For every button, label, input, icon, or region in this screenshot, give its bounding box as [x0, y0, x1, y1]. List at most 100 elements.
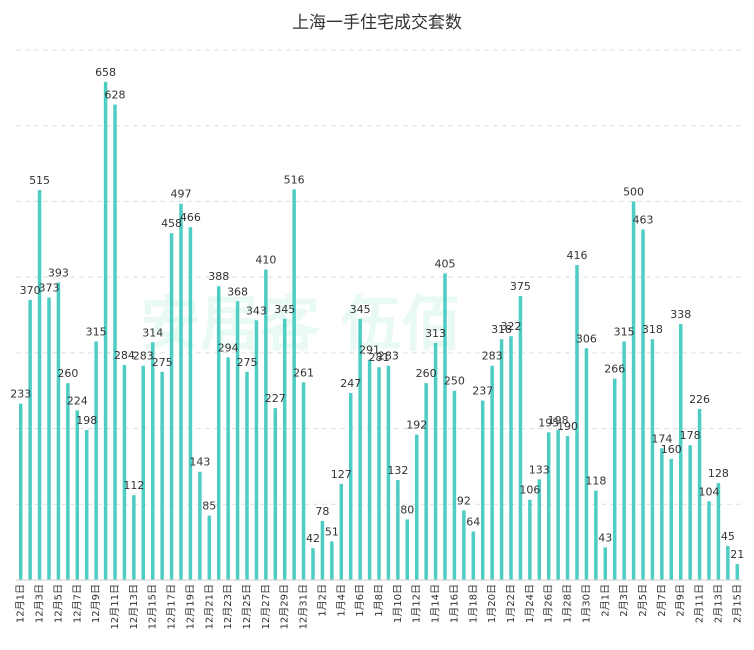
- bar: [235, 301, 240, 580]
- bar: [631, 201, 636, 580]
- bar: [216, 286, 221, 580]
- chart-title: 上海一手住宅成交套数: [292, 13, 462, 33]
- bar: [47, 297, 51, 580]
- bar: [18, 403, 23, 580]
- bar: [735, 564, 740, 580]
- data-label: 266: [604, 363, 625, 376]
- x-tick-label: 12月21日: [203, 584, 215, 629]
- data-label: 80: [400, 503, 414, 516]
- value-labels: 233 370 515 373 393 260 224 198 315 658 628 284 112 2…: [10, 66, 744, 561]
- data-label: 291: [359, 344, 380, 357]
- bar: [726, 545, 730, 580]
- x-tick-label: 1月22日: [505, 584, 517, 623]
- bar: [537, 479, 542, 580]
- bar: [94, 341, 98, 580]
- data-label: 375: [510, 280, 531, 293]
- data-label: 388: [208, 270, 229, 283]
- data-label: 21: [730, 548, 744, 561]
- bar: [669, 458, 674, 580]
- bar: [509, 336, 513, 580]
- data-label: 275: [237, 356, 258, 369]
- bar: [367, 359, 372, 580]
- data-label: 198: [548, 414, 569, 427]
- x-tick-label: 12月7日: [71, 584, 83, 623]
- data-label: 515: [29, 174, 50, 187]
- data-label: 294: [218, 341, 239, 354]
- data-label: 51: [325, 525, 339, 538]
- data-label: 405: [435, 257, 456, 270]
- bar: [575, 265, 579, 580]
- data-label: 237: [472, 385, 493, 398]
- bar: [386, 365, 391, 580]
- data-label: 45: [721, 530, 735, 543]
- data-label: 143: [189, 456, 210, 469]
- data-label: 132: [387, 464, 408, 477]
- x-tick-label: 2月1日: [599, 584, 611, 617]
- x-tick-label: 2月5日: [637, 584, 649, 617]
- x-tick-label: 1月6日: [354, 584, 366, 617]
- x-tick-label: 1月24日: [524, 584, 536, 623]
- bar: [556, 430, 560, 580]
- bar: [56, 282, 61, 580]
- data-label: 368: [227, 285, 248, 298]
- bar: [282, 318, 287, 580]
- x-tick-label: 2月9日: [675, 584, 687, 617]
- x-tick-label: 2月15日: [731, 584, 743, 623]
- data-label: 338: [670, 308, 691, 321]
- data-label: 516: [284, 173, 305, 186]
- bars: [18, 81, 740, 581]
- bar: [169, 233, 174, 581]
- data-label: 192: [406, 419, 427, 432]
- data-label: 174: [651, 432, 672, 445]
- data-label: 226: [689, 393, 710, 406]
- bar: [207, 515, 212, 580]
- x-tick-label: 1月28日: [562, 584, 574, 623]
- data-label: 373: [39, 282, 60, 295]
- data-label: 410: [255, 254, 276, 267]
- bar: [273, 408, 278, 580]
- data-label: 78: [315, 505, 329, 518]
- bar: [28, 299, 32, 580]
- data-label: 345: [274, 303, 295, 316]
- data-label: 318: [491, 323, 512, 336]
- bar: [650, 339, 655, 580]
- bar: [678, 324, 683, 580]
- bar: [584, 348, 589, 580]
- data-label: 500: [623, 185, 644, 198]
- x-tick-label: 1月20日: [486, 584, 498, 623]
- x-tick-label: 1月18日: [467, 584, 479, 623]
- bar: [311, 548, 315, 580]
- bar: [160, 371, 164, 580]
- bar: [377, 367, 381, 580]
- data-label: 658: [95, 66, 116, 79]
- x-tick-label: 1月30日: [580, 584, 592, 623]
- data-label: 195: [538, 416, 559, 429]
- bar: [103, 81, 108, 581]
- bar: [358, 318, 362, 580]
- x-tick-label: 12月27日: [260, 584, 272, 629]
- bar: [301, 382, 306, 580]
- data-label: 275: [152, 356, 173, 369]
- data-label: 313: [425, 327, 446, 340]
- bar: [122, 364, 127, 580]
- data-label: 104: [699, 485, 720, 498]
- data-label: 343: [246, 304, 267, 317]
- x-tick-label: 12月29日: [279, 584, 291, 629]
- bar: [433, 343, 438, 580]
- bar: [471, 531, 476, 580]
- x-tick-label: 12月31日: [298, 584, 310, 629]
- bar: [565, 436, 570, 580]
- bar: [707, 501, 711, 580]
- x-tick-label: 12月13日: [128, 584, 140, 629]
- bar: [339, 483, 344, 580]
- x-tick-label: 1月2日: [316, 584, 328, 617]
- bar: [75, 410, 80, 580]
- x-tick-label: 12月3日: [34, 584, 46, 623]
- x-tick-label: 1月16日: [448, 584, 460, 623]
- data-label: 224: [67, 394, 88, 407]
- x-tick-label: 12月9日: [90, 584, 102, 623]
- data-label: 92: [457, 494, 471, 507]
- bar: [688, 445, 692, 580]
- data-label: 628: [105, 89, 126, 102]
- bar: [405, 519, 410, 580]
